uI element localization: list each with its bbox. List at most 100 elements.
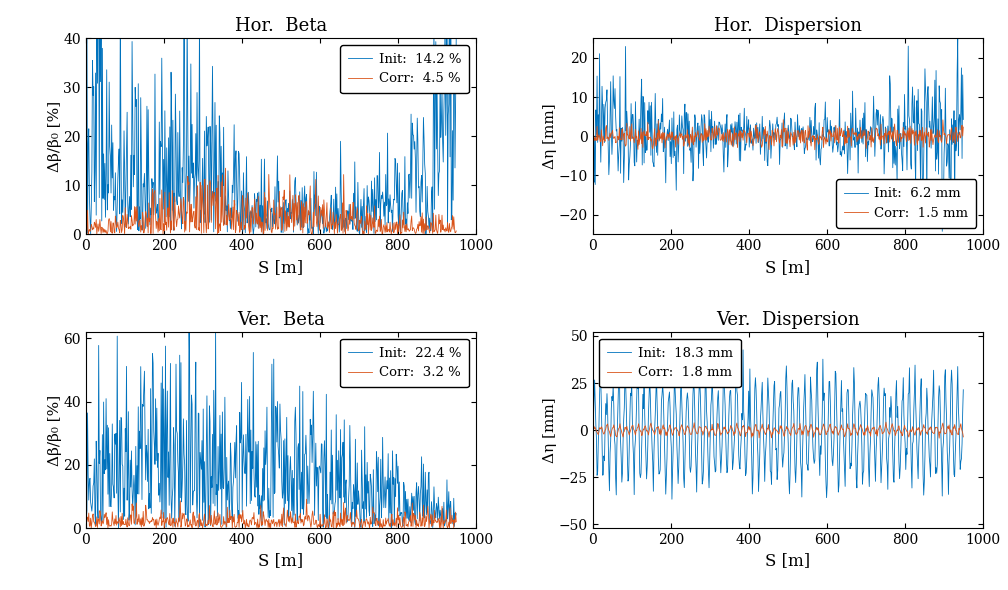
Init:  14.2 %: (717, 1.29): 14.2 %: (717, 1.29)	[359, 224, 371, 231]
Init:  14.2 %: (569, 0.0238): 14.2 %: (569, 0.0238)	[301, 231, 313, 238]
Corr:  3.2 %: (566, 9.14): 3.2 %: (566, 9.14)	[300, 496, 312, 503]
Corr:  1.8 mm: (168, 1.94): 1.8 mm: (168, 1.94)	[652, 423, 664, 430]
Legend: Init:  18.3 mm, Corr:  1.8 mm: Init: 18.3 mm, Corr: 1.8 mm	[600, 339, 741, 387]
Corr:  3.2 %: (168, 2.37): 3.2 %: (168, 2.37)	[145, 517, 157, 524]
Init:  6.2 mm: (244, 5.73): 6.2 mm: (244, 5.73)	[682, 110, 695, 117]
Init:  14.2 %: (430, 0.0296): 14.2 %: (430, 0.0296)	[247, 231, 259, 238]
Init:  14.2 %: (0, 40): 14.2 %: (0, 40)	[80, 35, 92, 42]
Corr:  3.2 %: (636, 0.0999): 3.2 %: (636, 0.0999)	[328, 524, 340, 531]
Init:  18.3 mm: (246, 6.88): 18.3 mm: (246, 6.88)	[682, 414, 695, 421]
Init:  22.4 %: (244, 52.4): 22.4 %: (244, 52.4)	[175, 359, 187, 366]
Corr:  1.8 mm: (950, -3.6): 1.8 mm: (950, -3.6)	[958, 433, 970, 440]
Line: Corr:  1.8 mm: Corr: 1.8 mm	[593, 422, 964, 438]
Init:  22.4 %: (561, 23.4): 22.4 %: (561, 23.4)	[298, 451, 310, 458]
Init:  22.4 %: (431, 18.1): 22.4 %: (431, 18.1)	[248, 467, 260, 474]
Init:  6.2 mm: (936, 25): 6.2 mm: (936, 25)	[952, 35, 964, 42]
Init:  6.2 mm: (896, -24.3): 6.2 mm: (896, -24.3)	[936, 228, 949, 235]
Corr:  3.2 %: (244, 0.256): 3.2 %: (244, 0.256)	[175, 524, 187, 531]
Y-axis label: Δη [mm]: Δη [mm]	[543, 103, 557, 169]
Init:  22.4 %: (950, 4.56): 22.4 %: (950, 4.56)	[451, 510, 463, 517]
Init:  6.2 mm: (950, 4.3): 6.2 mm: (950, 4.3)	[958, 116, 970, 123]
Corr:  1.5 mm: (430, -0.819): 1.5 mm: (430, -0.819)	[754, 136, 766, 143]
Corr:  1.5 mm: (563, -0.0683): 1.5 mm: (563, -0.0683)	[806, 133, 818, 140]
Init:  6.2 mm: (0, -5): 6.2 mm: (0, -5)	[587, 152, 599, 159]
X-axis label: S [m]: S [m]	[765, 258, 810, 276]
Init:  6.2 mm: (634, -4.65): 6.2 mm: (634, -4.65)	[835, 151, 847, 158]
Corr:  1.5 mm: (718, -0.344): 1.5 mm: (718, -0.344)	[867, 134, 879, 141]
Corr:  3.2 %: (717, 0.465): 3.2 %: (717, 0.465)	[359, 523, 371, 530]
Corr:  1.8 mm: (0, 0.00255): 1.8 mm: (0, 0.00255)	[587, 427, 599, 434]
Corr:  1.8 mm: (244, 1.4): 1.8 mm: (244, 1.4)	[682, 424, 695, 431]
Legend: Init:  6.2 mm, Corr:  1.5 mm: Init: 6.2 mm, Corr: 1.5 mm	[836, 179, 976, 228]
Corr:  3.2 %: (950, 2.02): 3.2 %: (950, 2.02)	[451, 518, 463, 525]
X-axis label: S [m]: S [m]	[258, 258, 303, 276]
Corr:  3.2 %: (0, 0.144): 3.2 %: (0, 0.144)	[80, 524, 92, 531]
Title: Ver.  Beta: Ver. Beta	[237, 312, 325, 329]
Line: Corr:  3.2 %: Corr: 3.2 %	[86, 499, 457, 528]
Init:  22.4 %: (718, 16.9): 22.4 %: (718, 16.9)	[360, 471, 372, 478]
Corr:  4.5 %: (358, 13.5): 4.5 %: (358, 13.5)	[220, 165, 232, 172]
Corr:  1.5 mm: (950, 2.34): 1.5 mm: (950, 2.34)	[958, 123, 970, 130]
X-axis label: S [m]: S [m]	[258, 552, 303, 569]
Y-axis label: Δη [mm]: Δη [mm]	[543, 397, 557, 463]
Init:  14.2 %: (636, 7.16): 14.2 %: (636, 7.16)	[328, 196, 340, 203]
Title: Ver.  Dispersion: Ver. Dispersion	[716, 312, 860, 329]
Init:  18.3 mm: (0, -0.72): 18.3 mm: (0, -0.72)	[587, 428, 599, 435]
Init:  14.2 %: (950, 40.3): 14.2 %: (950, 40.3)	[451, 34, 463, 41]
Init:  18.3 mm: (950, 21.4): 18.3 mm: (950, 21.4)	[958, 386, 970, 394]
Title: Hor.  Beta: Hor. Beta	[235, 18, 327, 35]
X-axis label: S [m]: S [m]	[765, 552, 810, 569]
Corr:  4.5 %: (638, 0.127): 4.5 %: (638, 0.127)	[329, 230, 341, 237]
Corr:  1.8 mm: (715, 0.17): 1.8 mm: (715, 0.17)	[866, 426, 878, 433]
Corr:  1.8 mm: (752, 4.23): 1.8 mm: (752, 4.23)	[880, 418, 892, 425]
Line: Init:  22.4 %: Init: 22.4 %	[86, 310, 457, 528]
Init:  18.3 mm: (385, 42.6): 18.3 mm: (385, 42.6)	[737, 346, 749, 353]
Corr:  3.2 %: (910, 0.00074): 3.2 %: (910, 0.00074)	[434, 525, 447, 532]
Init:  18.3 mm: (203, -36.7): 18.3 mm: (203, -36.7)	[666, 496, 678, 503]
Line: Init:  6.2 mm: Init: 6.2 mm	[593, 38, 964, 231]
Init:  6.2 mm: (430, -4.6): 6.2 mm: (430, -4.6)	[754, 151, 766, 158]
Corr:  4.5 %: (431, 3.65): 4.5 %: (431, 3.65)	[248, 213, 260, 220]
Legend: Init:  14.2 %, Corr:  4.5 %: Init: 14.2 %, Corr: 4.5 %	[341, 45, 469, 93]
Corr:  1.5 mm: (168, 3.99): 1.5 mm: (168, 3.99)	[652, 117, 664, 124]
Corr:  4.5 %: (168, 0.199): 4.5 %: (168, 0.199)	[145, 230, 157, 237]
Init:  22.4 %: (0, 13.4): 22.4 %: (0, 13.4)	[80, 482, 92, 489]
Corr:  4.5 %: (580, 0.0141): 4.5 %: (580, 0.0141)	[306, 231, 319, 238]
Init:  18.3 mm: (718, 17.2): 18.3 mm: (718, 17.2)	[867, 394, 879, 401]
Line: Init:  18.3 mm: Init: 18.3 mm	[593, 350, 964, 499]
Init:  22.4 %: (623, 0.0123): 22.4 %: (623, 0.0123)	[323, 525, 335, 532]
Corr:  1.5 mm: (0, -0.571): 1.5 mm: (0, -0.571)	[587, 135, 599, 142]
Init:  18.3 mm: (433, 19): 18.3 mm: (433, 19)	[756, 391, 768, 398]
Corr:  4.5 %: (950, 0.665): 4.5 %: (950, 0.665)	[451, 227, 463, 234]
Corr:  1.5 mm: (638, 2.06): 1.5 mm: (638, 2.06)	[836, 124, 848, 132]
Corr:  4.5 %: (561, 5.55): 4.5 %: (561, 5.55)	[298, 204, 310, 211]
Corr:  1.8 mm: (560, 3.11): 1.8 mm: (560, 3.11)	[805, 421, 817, 428]
Init:  14.2 %: (168, 3.95): 14.2 %: (168, 3.95)	[145, 211, 157, 218]
Init:  6.2 mm: (168, 4.31): 6.2 mm: (168, 4.31)	[652, 116, 664, 123]
Line: Corr:  4.5 %: Corr: 4.5 %	[86, 168, 457, 234]
Corr:  1.8 mm: (430, -0.063): 1.8 mm: (430, -0.063)	[754, 427, 766, 434]
Init:  6.2 mm: (560, 4.05): 6.2 mm: (560, 4.05)	[805, 117, 817, 124]
Init:  14.2 %: (560, 7.33): 14.2 %: (560, 7.33)	[298, 195, 310, 202]
Init:  22.4 %: (638, 5.49): 22.4 %: (638, 5.49)	[329, 507, 341, 514]
Corr:  1.8 mm: (634, 0.129): 1.8 mm: (634, 0.129)	[835, 427, 847, 434]
Init:  6.2 mm: (715, -1.45): 6.2 mm: (715, -1.45)	[866, 139, 878, 146]
Init:  22.4 %: (265, 69.1): 22.4 %: (265, 69.1)	[182, 306, 195, 313]
Corr:  1.8 mm: (888, -4.28): 1.8 mm: (888, -4.28)	[933, 435, 946, 442]
Corr:  4.5 %: (0, 3.22): 4.5 %: (0, 3.22)	[80, 215, 92, 222]
Init:  22.4 %: (168, 4.65): 22.4 %: (168, 4.65)	[145, 510, 157, 517]
Y-axis label: Δβ/β₀ [%]: Δβ/β₀ [%]	[47, 101, 61, 172]
Init:  18.3 mm: (563, 0.645): 18.3 mm: (563, 0.645)	[806, 425, 818, 432]
Corr:  1.5 mm: (244, -1.74): 1.5 mm: (244, -1.74)	[682, 140, 695, 147]
Legend: Init:  22.4 %, Corr:  3.2 %: Init: 22.4 %, Corr: 3.2 %	[341, 339, 469, 387]
Init:  18.3 mm: (168, -14.6): 18.3 mm: (168, -14.6)	[652, 454, 664, 461]
Corr:  1.5 mm: (488, 4.24): 1.5 mm: (488, 4.24)	[777, 116, 789, 123]
Corr:  3.2 %: (560, 1.06): 3.2 %: (560, 1.06)	[298, 521, 310, 528]
Corr:  1.5 mm: (550, -3.53): 1.5 mm: (550, -3.53)	[801, 146, 813, 153]
Init:  14.2 %: (244, 4.49): 14.2 %: (244, 4.49)	[175, 209, 187, 216]
Corr:  4.5 %: (718, 0.973): 4.5 %: (718, 0.973)	[360, 226, 372, 233]
Init:  18.3 mm: (638, 26.3): 18.3 mm: (638, 26.3)	[836, 377, 848, 384]
Corr:  3.2 %: (430, 2.84): 3.2 %: (430, 2.84)	[247, 516, 259, 523]
Y-axis label: Δβ/β₀ [%]: Δβ/β₀ [%]	[47, 395, 61, 466]
Line: Corr:  1.5 mm: Corr: 1.5 mm	[593, 120, 964, 150]
